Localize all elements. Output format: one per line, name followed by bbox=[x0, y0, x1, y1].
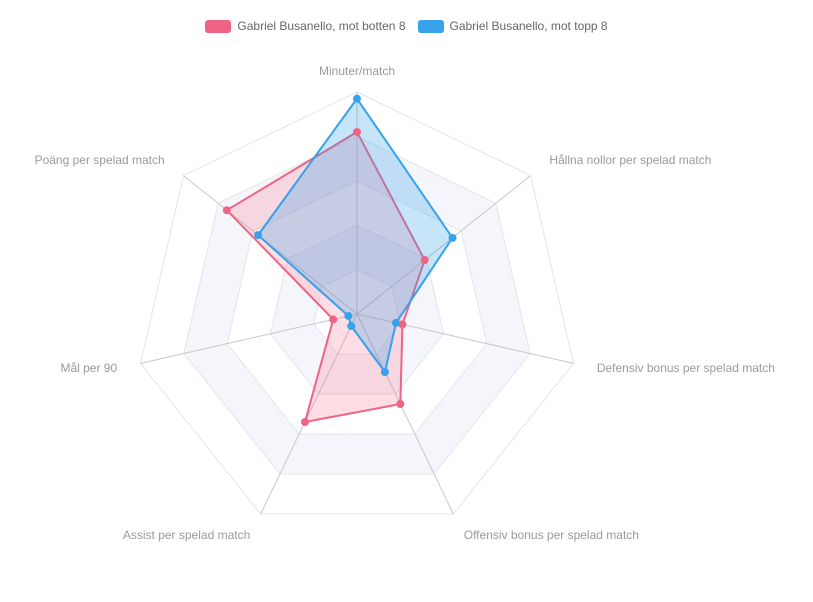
series-1-point-2 bbox=[391, 318, 400, 327]
axis-label-0: Minuter/match bbox=[319, 64, 395, 78]
series-area-1 bbox=[256, 96, 454, 375]
legend-swatch-top8 bbox=[417, 19, 444, 33]
legend-item-bottom8[interactable]: Gabriel Busanello, mot botten 8 bbox=[205, 19, 406, 33]
series-0-point-0 bbox=[353, 127, 361, 136]
legend-item-top8[interactable]: Gabriel Busanello, mot topp 8 bbox=[417, 19, 608, 33]
radar-spoke-5 bbox=[140, 313, 358, 364]
series-0-point-1 bbox=[420, 256, 429, 265]
axis-label-5: Mål per 90 bbox=[60, 361, 117, 375]
axis-label-3: Offensiv bonus per spelad match bbox=[464, 528, 639, 542]
axis-label-6: Poäng per spelad match bbox=[35, 153, 165, 167]
radar-ring-3 bbox=[226, 180, 488, 435]
series-1-point-4 bbox=[347, 322, 356, 331]
axis-label-1: Hållna nollor per spelad match bbox=[549, 153, 711, 167]
axis-label-4: Assist per spelad match bbox=[123, 528, 250, 542]
series-0-point-5 bbox=[329, 315, 338, 324]
axis-label-2: Defensiv bonus per spelad match bbox=[597, 361, 775, 375]
series-0-point-2 bbox=[398, 320, 407, 329]
series-area-0 bbox=[225, 130, 426, 424]
series-1-point-1 bbox=[448, 233, 457, 242]
radar-spoke-1 bbox=[356, 175, 531, 315]
radar-spoke-4 bbox=[260, 313, 358, 515]
series-1-point-5 bbox=[344, 311, 353, 320]
series-1-point-3 bbox=[380, 368, 389, 377]
series-0-point-4 bbox=[300, 418, 309, 427]
radar-ring-4 bbox=[183, 135, 531, 475]
series-1-point-0 bbox=[353, 94, 361, 103]
radar-spoke-3 bbox=[356, 313, 454, 515]
legend-label-top8: Gabriel Busanello, mot topp 8 bbox=[449, 19, 608, 33]
series-0-point-6 bbox=[222, 206, 231, 215]
radar-ring-5 bbox=[140, 91, 574, 515]
chart-legend: Gabriel Busanello, mot botten 8 Gabriel … bbox=[0, 17, 813, 35]
legend-label-bottom8: Gabriel Busanello, mot botten 8 bbox=[237, 19, 406, 33]
series-1-point-6 bbox=[254, 231, 263, 240]
legend-swatch-bottom8 bbox=[205, 19, 232, 33]
series-0-point-3 bbox=[396, 400, 405, 409]
